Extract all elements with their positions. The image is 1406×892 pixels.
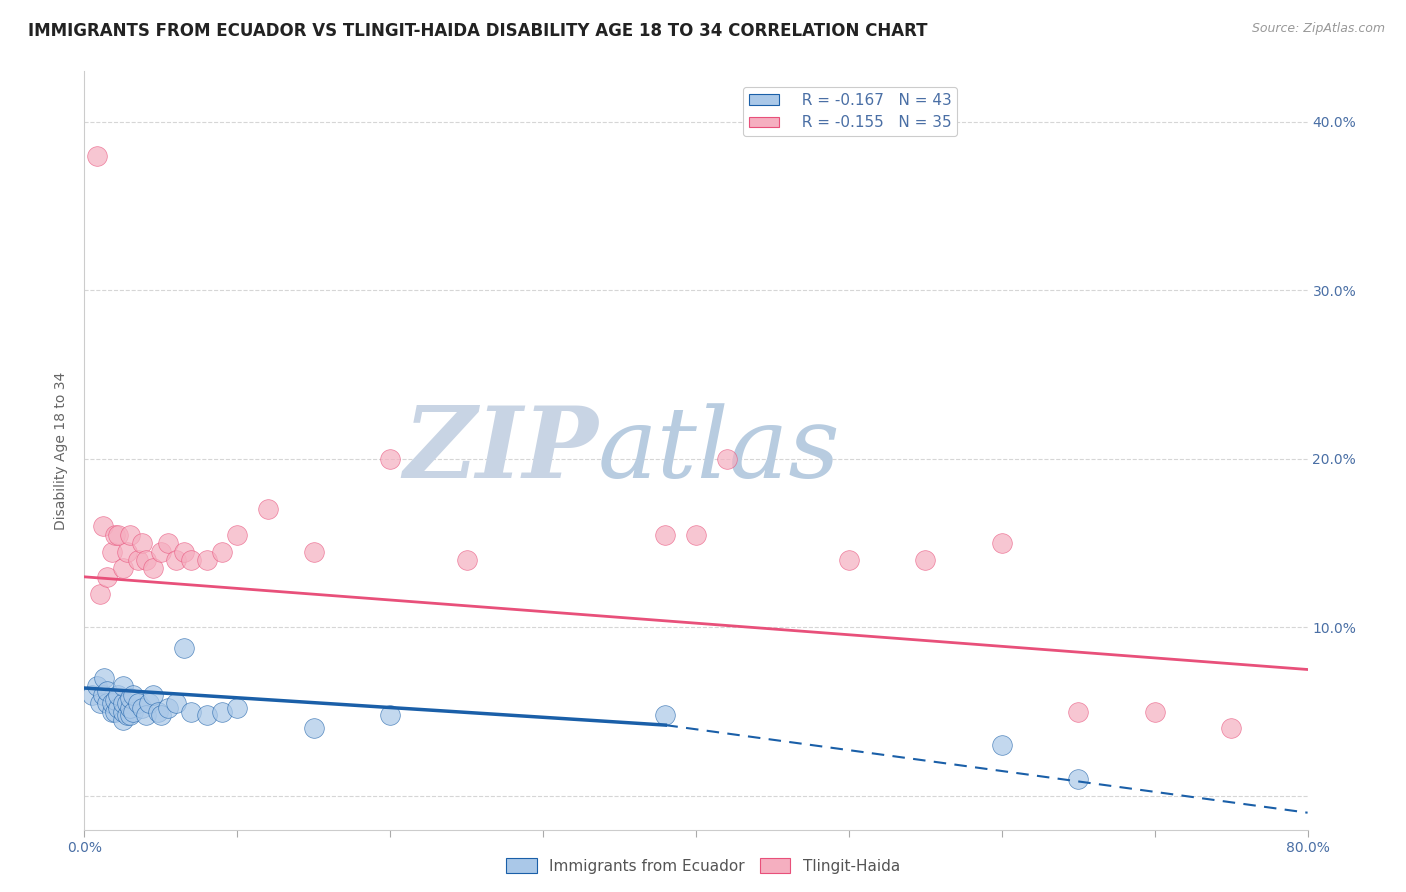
Point [1143, 705, 1166, 719]
Point [96, 696, 118, 710]
Point [111, 561, 134, 575]
Point [257, 502, 280, 516]
Point [716, 451, 738, 466]
Text: ZIP: ZIP [404, 402, 598, 499]
Point [654, 527, 676, 541]
Point [195, 553, 218, 567]
Point [180, 553, 202, 567]
Point [104, 527, 127, 541]
Point [107, 701, 129, 715]
Point [157, 536, 180, 550]
Point [107, 688, 129, 702]
Point [86, 679, 108, 693]
Point [120, 701, 142, 715]
Point [89, 587, 111, 601]
Point [104, 693, 127, 707]
Point [302, 544, 325, 558]
Point [195, 708, 218, 723]
Point [115, 708, 138, 723]
Point [111, 705, 134, 719]
Point [111, 696, 134, 710]
Point [173, 544, 195, 558]
Point [138, 696, 160, 710]
Point [115, 544, 138, 558]
Point [302, 722, 325, 736]
Point [165, 553, 187, 567]
Point [131, 536, 153, 550]
Y-axis label: Disability Age 18 to 34: Disability Age 18 to 34 [55, 371, 69, 530]
Point [91, 688, 114, 702]
Point [120, 708, 142, 723]
Point [101, 696, 124, 710]
Point [1220, 722, 1243, 736]
Point [165, 696, 187, 710]
Point [914, 553, 936, 567]
Point [96, 570, 118, 584]
Point [380, 451, 402, 466]
Point [120, 527, 142, 541]
Point [142, 561, 165, 575]
Point [91, 519, 114, 533]
Point [149, 708, 172, 723]
Point [104, 705, 127, 719]
Point [101, 705, 124, 719]
Point [211, 705, 233, 719]
Point [107, 527, 129, 541]
Point [456, 553, 478, 567]
Point [127, 696, 149, 710]
Point [131, 701, 153, 715]
Point [654, 708, 676, 723]
Point [135, 708, 157, 723]
Text: IMMIGRANTS FROM ECUADOR VS TLINGIT-HAIDA DISABILITY AGE 18 TO 34 CORRELATION CHA: IMMIGRANTS FROM ECUADOR VS TLINGIT-HAIDA… [28, 22, 928, 40]
Point [127, 553, 149, 567]
Point [1067, 705, 1090, 719]
Point [180, 705, 202, 719]
Point [149, 544, 172, 558]
Point [122, 705, 145, 719]
Point [89, 696, 111, 710]
Legend:   R = -0.167   N = 43,   R = -0.155   N = 35: R = -0.167 N = 43, R = -0.155 N = 35 [742, 87, 957, 136]
Point [101, 544, 124, 558]
Text: Source: ZipAtlas.com: Source: ZipAtlas.com [1251, 22, 1385, 36]
Point [991, 536, 1014, 550]
Point [211, 544, 233, 558]
Point [93, 671, 115, 685]
Point [1067, 772, 1090, 786]
Point [111, 713, 134, 727]
Point [80, 688, 103, 702]
Point [120, 691, 142, 706]
Point [226, 527, 249, 541]
Point [122, 688, 145, 702]
Point [991, 739, 1014, 753]
Point [173, 640, 195, 655]
Point [838, 553, 860, 567]
Point [135, 553, 157, 567]
Point [685, 527, 707, 541]
Point [86, 148, 108, 162]
Point [226, 701, 249, 715]
Point [146, 705, 169, 719]
Point [115, 696, 138, 710]
Point [96, 684, 118, 698]
Point [380, 708, 402, 723]
Point [142, 688, 165, 702]
Point [111, 679, 134, 693]
Text: atlas: atlas [598, 403, 841, 498]
Legend: Immigrants from Ecuador, Tlingit-Haida: Immigrants from Ecuador, Tlingit-Haida [501, 852, 905, 880]
Point [157, 701, 180, 715]
